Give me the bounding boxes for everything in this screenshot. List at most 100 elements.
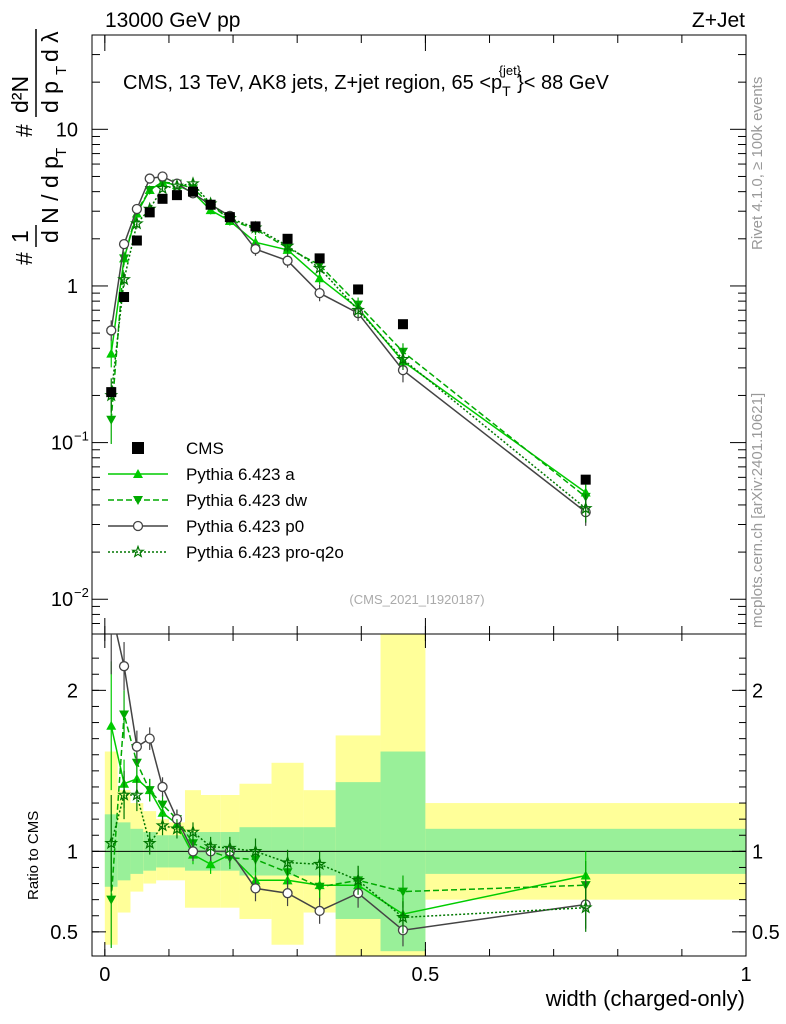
ratio-marker <box>104 836 119 850</box>
data-point-marker <box>157 193 168 204</box>
data-point-marker <box>187 186 198 197</box>
legend-label: Pythia 6.423 p0 <box>186 517 304 536</box>
series-marker <box>282 255 293 266</box>
svg-text:T: T <box>53 148 70 157</box>
data-point-marker <box>224 212 235 223</box>
data-point-marker <box>282 233 293 244</box>
ratio-uncertainty-bands <box>92 634 746 956</box>
x-tick-label: 0 <box>99 964 110 986</box>
ratio-marker <box>314 882 325 892</box>
series-marker <box>131 203 143 215</box>
ratio-marker <box>248 844 263 858</box>
legend-label: Pythia 6.423 a <box>186 465 295 484</box>
y-tick-exponent: −1 <box>74 429 89 444</box>
ratio-y-tick-label-right: 2 <box>752 680 763 702</box>
ratio-marker <box>351 872 365 887</box>
svg-text:1: 1 <box>7 230 33 243</box>
legend: CMS Pythia 6.423 a Pythia 6.423 dw Pythia 6… <box>108 439 344 562</box>
series-marker <box>314 273 325 283</box>
data-point-marker <box>397 319 408 330</box>
data-point-marker <box>144 207 155 218</box>
series-marker <box>106 348 117 358</box>
series-marker <box>106 415 117 425</box>
ratio-marker <box>170 821 184 835</box>
ratio-marker <box>312 856 327 871</box>
ratio-marker <box>119 710 130 720</box>
series-marker <box>578 501 593 515</box>
svg-text:d N / d p: d N / d p <box>37 156 63 243</box>
rivet-version-text: Rivet 4.1.0, ≥ 100k events <box>749 77 766 250</box>
y-tick-label: 10 <box>51 433 73 455</box>
ratio-plot-series <box>104 605 593 948</box>
ratio-marker <box>144 733 155 744</box>
ratio-marker <box>117 787 131 801</box>
svg-text:#: # <box>11 124 37 137</box>
ratio-y-tick-label-left: 1 <box>67 841 78 863</box>
series-marker <box>351 302 365 317</box>
series-marker <box>117 272 131 286</box>
legend-marker <box>133 469 143 478</box>
series-marker <box>280 238 295 252</box>
series-line <box>110 175 587 513</box>
svg-text:#: # <box>11 252 37 265</box>
ratio-marker <box>578 900 593 914</box>
mcplots-credit-text: mcplots.cern.ch [arXiv:2401.10621] <box>749 393 766 628</box>
ratio-y-tick-label-left: 0.5 <box>50 922 78 944</box>
header-right: Z+Jet <box>692 9 745 32</box>
series-marker <box>314 287 325 299</box>
series-line <box>110 182 587 509</box>
ratio-marker <box>131 741 143 752</box>
ratio-marker <box>107 605 116 614</box>
ratio-marker <box>282 888 293 899</box>
data-point-marker <box>205 199 216 210</box>
ratio-marker <box>157 800 168 810</box>
ratio-marker <box>250 883 261 894</box>
chart-title: CMS, 13 TeV, AK8 jets, Z+jet region, 65 … <box>123 63 610 99</box>
series-line <box>110 181 587 494</box>
ratio-plot-frame <box>91 633 747 957</box>
ratio-marker <box>131 758 142 768</box>
data-point-marker <box>171 190 182 201</box>
ratio-y-tick-label-left: 2 <box>67 680 78 702</box>
x-tick-label: 0.5 <box>412 964 440 986</box>
ratio-marker <box>397 887 408 897</box>
data-point-marker <box>106 387 117 398</box>
x-axis-label: width (charged-only) <box>545 986 745 1011</box>
data-point-marker <box>119 292 130 303</box>
svg-text:d p: d p <box>37 81 63 113</box>
y-tick-exponent: −2 <box>74 585 89 600</box>
header-left: 13000 GeV pp <box>105 9 240 32</box>
legend-marker <box>132 442 144 454</box>
ratio-marker <box>155 818 170 832</box>
ratio-marker <box>396 910 410 924</box>
ratio-marker <box>144 786 155 796</box>
series-marker <box>144 185 155 195</box>
ratio-marker <box>222 840 237 855</box>
data-point-marker <box>353 284 364 295</box>
ratio-y-tick-label-right: 0.5 <box>752 922 780 944</box>
svg-text:d²N: d²N <box>7 76 33 113</box>
series-marker <box>144 173 155 184</box>
series-marker <box>155 181 170 195</box>
series-line <box>110 181 587 498</box>
series-marker <box>250 237 261 247</box>
y-tick-label: 10 <box>51 589 73 611</box>
series-marker <box>157 171 168 182</box>
legend-marker <box>133 496 143 505</box>
ratio-marker <box>186 824 200 838</box>
series-marker <box>250 243 261 255</box>
ratio-marker <box>106 895 117 905</box>
ratio-marker <box>314 905 325 917</box>
ratio-marker <box>203 839 218 853</box>
ratio-marker <box>118 661 130 672</box>
legend-label: Pythia 6.423 dw <box>186 491 308 510</box>
series-marker <box>170 178 184 192</box>
series-marker <box>396 352 410 366</box>
legend-marker <box>132 520 144 532</box>
x-tick-label: 1 <box>740 964 751 986</box>
svg-text:d λ: d λ <box>37 31 63 62</box>
legend-label: CMS <box>186 439 224 458</box>
data-point-marker <box>580 474 591 485</box>
